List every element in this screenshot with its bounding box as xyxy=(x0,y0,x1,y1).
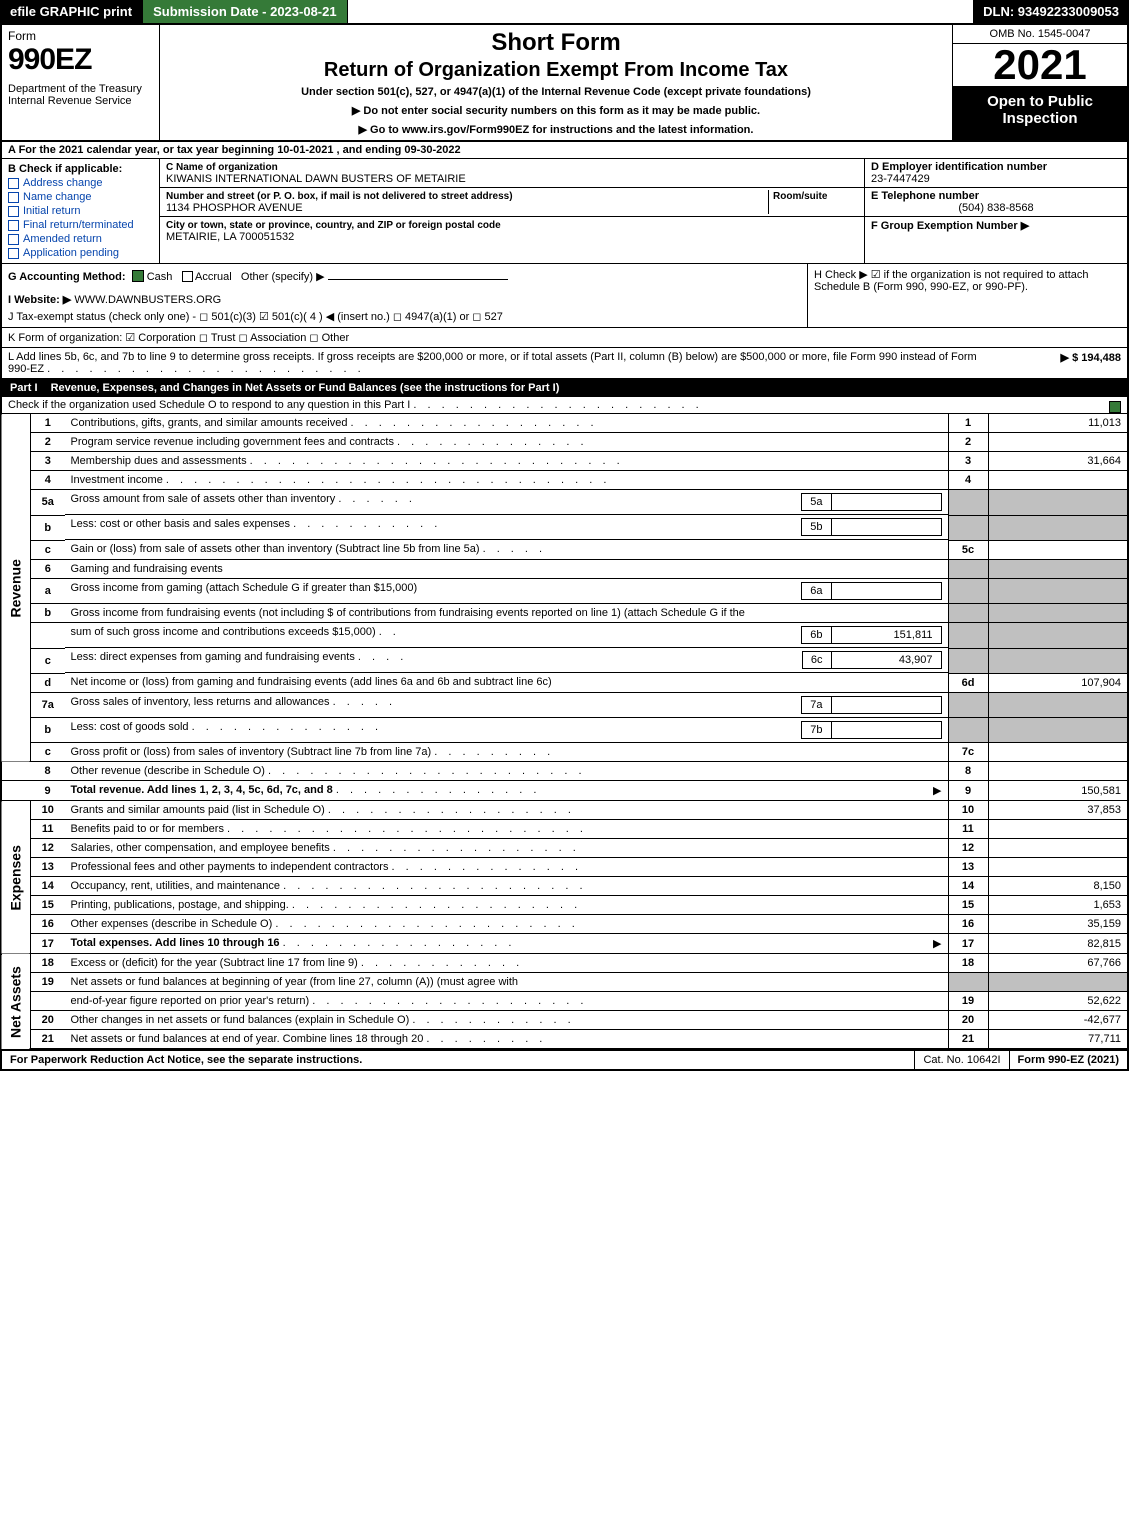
check-cash-icon xyxy=(132,270,144,282)
header-left: Form 990EZ Department of the Treasury In… xyxy=(2,25,160,140)
row-L: L Add lines 5b, 6c, and 7b to line 9 to … xyxy=(0,348,1129,379)
expenses-table: Expenses 10Grants and similar amounts pa… xyxy=(0,801,1129,954)
street-address: 1134 PHOSPHOR AVENUE xyxy=(166,202,303,214)
cell-F: F Group Exemption Number ▶ xyxy=(865,217,1127,234)
open-to-public: Open to Public Inspection xyxy=(953,87,1127,140)
chk-application-pending: Application pending xyxy=(8,247,153,259)
row-A: A For the 2021 calendar year, or tax yea… xyxy=(0,142,1129,159)
footer-cat-no: Cat. No. 10642I xyxy=(914,1051,1008,1069)
org-name: KIWANIS INTERNATIONAL DAWN BUSTERS OF ME… xyxy=(166,173,466,185)
side-net-assets: Net Assets xyxy=(1,954,31,1049)
chk-address-change: Address change xyxy=(8,177,153,189)
revenue-table: Revenue 1Contributions, gifts, grants, a… xyxy=(0,414,1129,801)
short-form-title: Short Form xyxy=(170,29,942,57)
cell-D: D Employer identification number 23-7447… xyxy=(865,159,1127,188)
L-amount: ▶ $ 194,488 xyxy=(1001,351,1121,375)
chk-name-change: Name change xyxy=(8,191,153,203)
chk-final-return: Final return/terminated xyxy=(8,219,153,231)
main-title: Return of Organization Exempt From Incom… xyxy=(170,59,942,82)
row-G-H: G Accounting Method: Cash Accrual Other … xyxy=(0,264,1129,328)
part1-header: Part I Revenue, Expenses, and Changes in… xyxy=(0,379,1129,397)
col-C: C Name of organization KIWANIS INTERNATI… xyxy=(160,159,865,263)
check-schedule-o-icon xyxy=(1109,401,1121,413)
form-word: Form xyxy=(8,29,153,43)
row-H: H Check ▶ ☑ if the organization is not r… xyxy=(807,264,1127,327)
instruction-2: ▶ Go to www.irs.gov/Form990EZ for instru… xyxy=(170,123,942,136)
chk-amended-return: Amended return xyxy=(8,233,153,245)
website-link[interactable]: WWW.DAWNBUSTERS.ORG xyxy=(74,294,221,306)
row-G: G Accounting Method: Cash Accrual Other … xyxy=(2,264,807,327)
section-B-through-F: B Check if applicable: Address change Na… xyxy=(0,159,1129,264)
side-revenue: Revenue xyxy=(1,414,31,762)
cell-E: E Telephone number (504) 838-8568 xyxy=(865,188,1127,217)
cell-city: City or town, state or province, country… xyxy=(160,217,864,245)
efile-print-label: efile GRAPHIC print xyxy=(0,0,143,23)
part1-check-line: Check if the organization used Schedule … xyxy=(0,397,1129,414)
agency: Department of the Treasury Internal Reve… xyxy=(8,83,153,107)
footer-left: For Paperwork Reduction Act Notice, see … xyxy=(2,1051,914,1069)
city-state-zip: METAIRIE, LA 700051532 xyxy=(166,231,294,243)
B-label: B Check if applicable: xyxy=(8,163,153,175)
top-bar: efile GRAPHIC print Submission Date - 20… xyxy=(0,0,1129,25)
net-assets-table: Net Assets 18Excess or (deficit) for the… xyxy=(0,954,1129,1050)
row-J: J Tax-exempt status (check only one) - ◻… xyxy=(8,310,801,323)
telephone: (504) 838-8568 xyxy=(871,202,1121,214)
side-expenses: Expenses xyxy=(1,801,31,954)
ein: 23-7447429 xyxy=(871,173,930,185)
cell-org-name: C Name of organization KIWANIS INTERNATI… xyxy=(160,159,864,188)
submission-date: Submission Date - 2023-08-21 xyxy=(143,0,348,23)
row-K: K Form of organization: ☑ Corporation ◻ … xyxy=(0,328,1129,348)
form-number: 990EZ xyxy=(8,43,153,77)
cell-street: Number and street (or P. O. box, if mail… xyxy=(160,188,864,217)
header-mid: Short Form Return of Organization Exempt… xyxy=(160,25,953,140)
instruction-1: ▶ Do not enter social security numbers o… xyxy=(170,104,942,117)
col-D-E-F: D Employer identification number 23-7447… xyxy=(865,159,1127,263)
tax-year: 2021 xyxy=(953,44,1127,87)
chk-initial-return: Initial return xyxy=(8,205,153,217)
subtitle: Under section 501(c), 527, or 4947(a)(1)… xyxy=(170,86,942,98)
footer-form-ref: Form 990-EZ (2021) xyxy=(1009,1051,1127,1069)
header-right: OMB No. 1545-0047 2021 Open to Public In… xyxy=(953,25,1127,140)
dln-label: DLN: 93492233009053 xyxy=(973,0,1129,23)
col-B: B Check if applicable: Address change Na… xyxy=(2,159,160,263)
L-text: L Add lines 5b, 6c, and 7b to line 9 to … xyxy=(8,351,1001,375)
form-header: Form 990EZ Department of the Treasury In… xyxy=(0,25,1129,142)
check-accrual-icon xyxy=(182,271,193,282)
page-footer: For Paperwork Reduction Act Notice, see … xyxy=(0,1050,1129,1071)
